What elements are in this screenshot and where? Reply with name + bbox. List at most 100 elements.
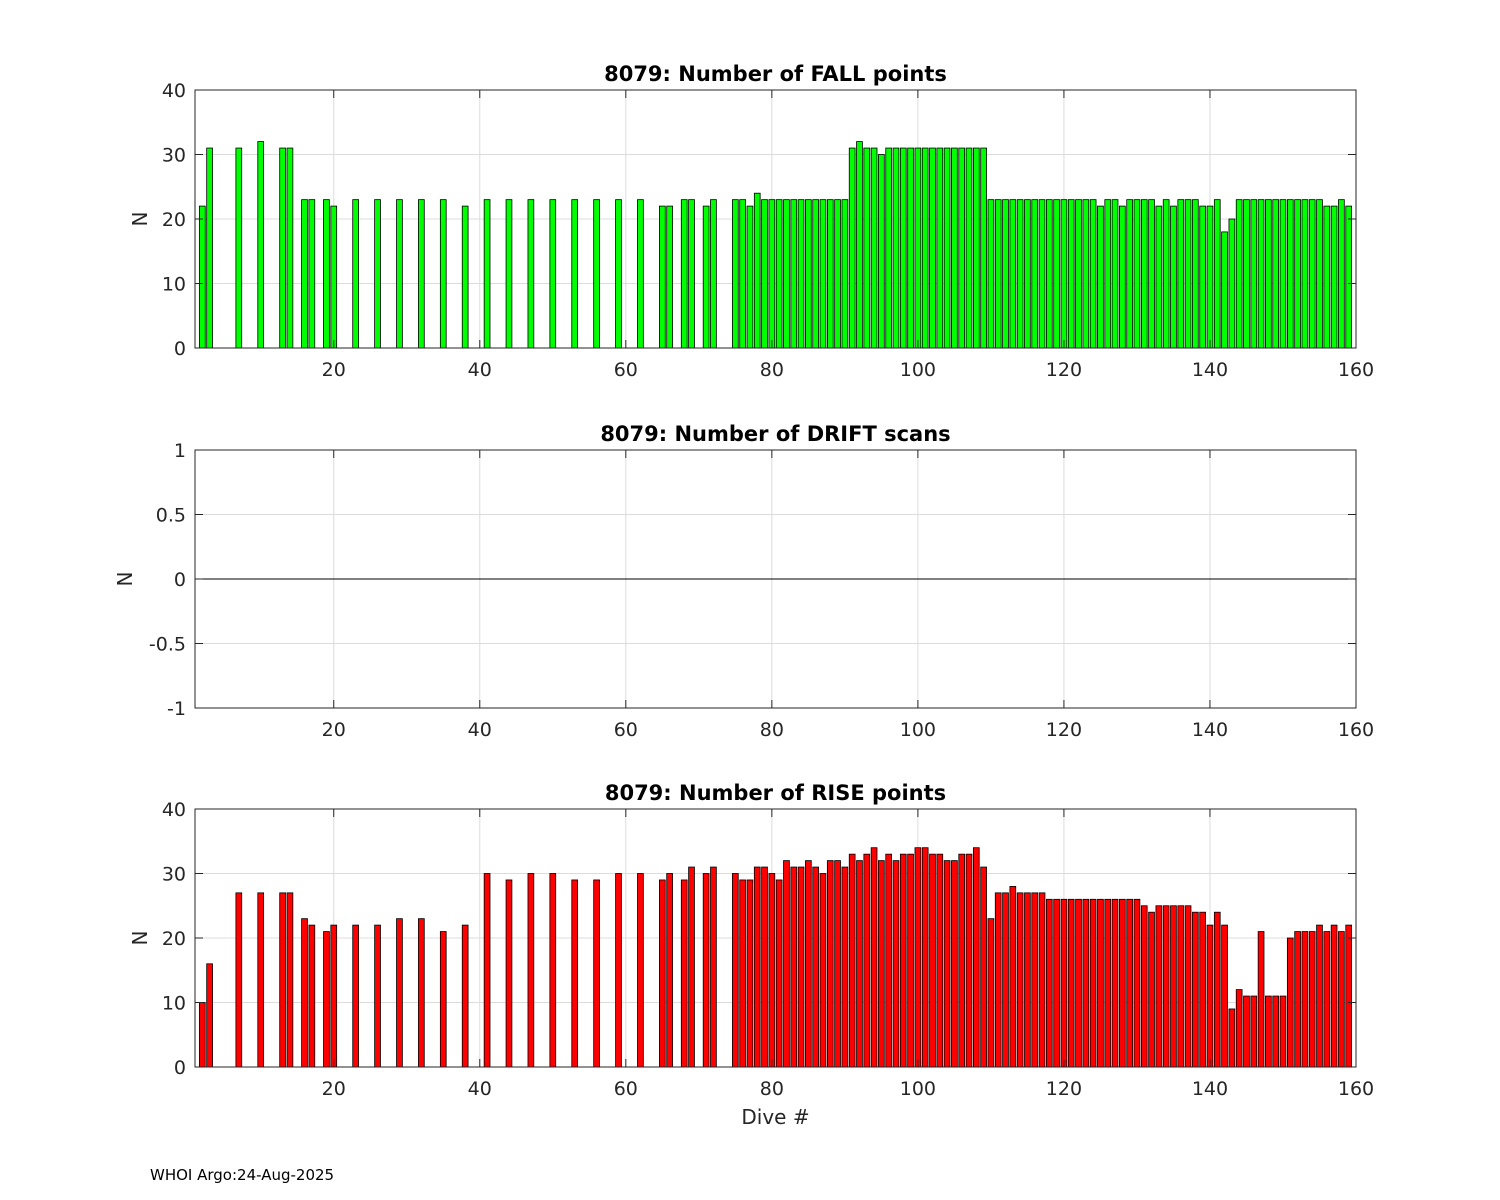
rise-bar	[1235, 989, 1243, 1068]
fall-bar	[1016, 199, 1024, 349]
fall-bar	[1046, 199, 1053, 349]
fall-bar	[863, 147, 871, 349]
rise-bar	[206, 963, 213, 1068]
rise-bar	[1279, 995, 1287, 1068]
rise-bar	[1067, 898, 1075, 1068]
rise-bar	[1089, 898, 1097, 1068]
drift-ytick-label: 1	[174, 440, 186, 462]
rise-bar	[819, 873, 827, 1068]
rise-bar	[418, 918, 425, 1068]
rise-bar	[1126, 898, 1133, 1068]
rise-bar	[965, 853, 973, 1068]
rise-bar	[863, 853, 871, 1068]
drift-xtick-label: 60	[614, 719, 638, 741]
rise-bar	[1046, 898, 1053, 1068]
rise-bar	[1294, 931, 1301, 1068]
fall-bar	[1162, 199, 1170, 349]
rise-bar	[805, 860, 812, 1068]
fall-y-axis-label: N	[128, 212, 152, 227]
rise-bar	[1002, 892, 1009, 1068]
rise-bar	[1162, 905, 1170, 1068]
fall-bar	[1177, 199, 1185, 349]
rise-bar	[1265, 995, 1272, 1068]
rise-bar	[848, 853, 856, 1068]
rise-bar	[549, 873, 557, 1068]
fall-bar	[461, 205, 469, 349]
drift-chart-title: 8079: Number of DRIFT scans	[600, 422, 950, 446]
fall-bar	[1067, 199, 1075, 349]
fall-bar	[775, 199, 783, 349]
rise-xtick-label: 80	[760, 1078, 784, 1100]
fall-bar	[1104, 199, 1112, 349]
fall-bar	[1184, 199, 1192, 349]
fall-bar	[396, 199, 403, 349]
fall-xtick-label: 20	[322, 359, 346, 381]
drift-xtick-label: 160	[1338, 719, 1374, 741]
fall-ytick-label: 20	[162, 209, 186, 231]
rise-bar	[461, 924, 469, 1068]
fall-chart-title: 8079: Number of FALL points	[604, 62, 947, 86]
fall-bar	[1286, 199, 1294, 349]
fall-bar	[279, 147, 286, 349]
fall-bar	[1323, 205, 1331, 349]
fall-bar	[826, 199, 834, 349]
fall-bar	[885, 147, 892, 349]
drift-xtick-label: 20	[322, 719, 346, 741]
drift-xtick-label: 100	[900, 719, 936, 741]
rise-bar	[505, 879, 513, 1068]
rise-bar	[841, 866, 849, 1068]
rise-xtick-label: 140	[1192, 1078, 1228, 1100]
rise-bar	[1060, 898, 1068, 1068]
fall-bar	[235, 147, 243, 349]
fall-bar	[1330, 205, 1338, 349]
fall-bar	[1265, 199, 1272, 349]
rise-bar	[732, 873, 739, 1068]
rise-bar	[666, 873, 673, 1068]
rise-bar	[198, 1002, 206, 1068]
rise-bar	[1075, 898, 1082, 1068]
fall-bar	[1206, 205, 1214, 349]
rise-bar	[1228, 1008, 1236, 1068]
fall-bar	[710, 199, 717, 349]
rise-x-axis-label: Dive #	[741, 1105, 809, 1129]
drift-xtick-label: 140	[1192, 719, 1228, 741]
rise-bar	[637, 873, 644, 1068]
rise-bar	[753, 866, 761, 1068]
fall-bar	[352, 199, 359, 349]
rise-bar	[301, 918, 308, 1068]
rise-bar	[1272, 995, 1280, 1068]
rise-bar	[1184, 905, 1192, 1068]
fall-bar	[812, 199, 819, 349]
rise-bar	[943, 860, 951, 1068]
fall-bar	[1243, 199, 1250, 349]
fall-xtick-label: 40	[468, 359, 492, 381]
fall-bar	[571, 199, 579, 349]
rise-bar	[746, 879, 754, 1068]
rise-bar	[768, 873, 776, 1068]
fall-bar	[870, 147, 878, 349]
fall-bar	[1140, 199, 1148, 349]
fall-bar	[914, 147, 922, 349]
fall-bar	[943, 147, 951, 349]
rise-bar	[702, 873, 710, 1068]
fall-bar	[1192, 199, 1199, 349]
rise-bar	[980, 866, 987, 1068]
fall-bar	[1155, 205, 1163, 349]
fall-bar	[1279, 199, 1287, 349]
rise-bar	[1177, 905, 1185, 1068]
rise-bar	[878, 860, 885, 1068]
fall-bar	[1075, 199, 1082, 349]
rise-bar	[775, 879, 783, 1068]
fall-bar	[739, 199, 746, 349]
rise-bar	[826, 860, 834, 1068]
fall-bar	[308, 199, 316, 349]
fall-bar	[987, 199, 995, 349]
rise-bar	[1213, 911, 1221, 1068]
fall-bar	[439, 199, 447, 349]
rise-bar	[1024, 892, 1031, 1068]
rise-bar	[870, 847, 878, 1068]
rise-bar	[790, 866, 798, 1068]
fall-bar	[732, 199, 739, 349]
fall-bar	[1228, 218, 1236, 349]
fall-bar	[1082, 199, 1090, 349]
